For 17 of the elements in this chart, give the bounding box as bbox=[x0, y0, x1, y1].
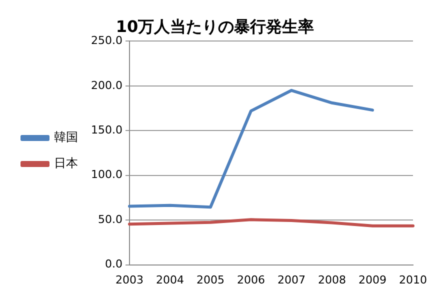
x-tick-label: 2009 bbox=[358, 273, 386, 286]
x-tick-label: 2007 bbox=[278, 273, 306, 286]
chart-title: 10万人当たりの暴行発生率 bbox=[116, 16, 314, 36]
x-tick-label: 2004 bbox=[156, 273, 184, 286]
y-tick-label: 200.0 bbox=[90, 78, 122, 92]
legend-label: 韓国 bbox=[54, 130, 78, 144]
y-tick-label: 0.0 bbox=[104, 258, 122, 271]
x-tick-label: 2008 bbox=[318, 273, 346, 286]
x-tick-label: 2010 bbox=[399, 273, 428, 286]
x-tick-label: 2003 bbox=[115, 273, 144, 286]
y-tick-label: 50.0 bbox=[98, 212, 122, 226]
y-tick-label: 150.0 bbox=[90, 124, 122, 136]
y-tick-label: 250.0 bbox=[90, 34, 122, 48]
legend-label: 日本 bbox=[54, 156, 78, 170]
x-tick-label: 2005 bbox=[196, 273, 224, 286]
x-tick-label: 2006 bbox=[236, 273, 265, 286]
y-tick-label: 100.0 bbox=[90, 168, 122, 182]
